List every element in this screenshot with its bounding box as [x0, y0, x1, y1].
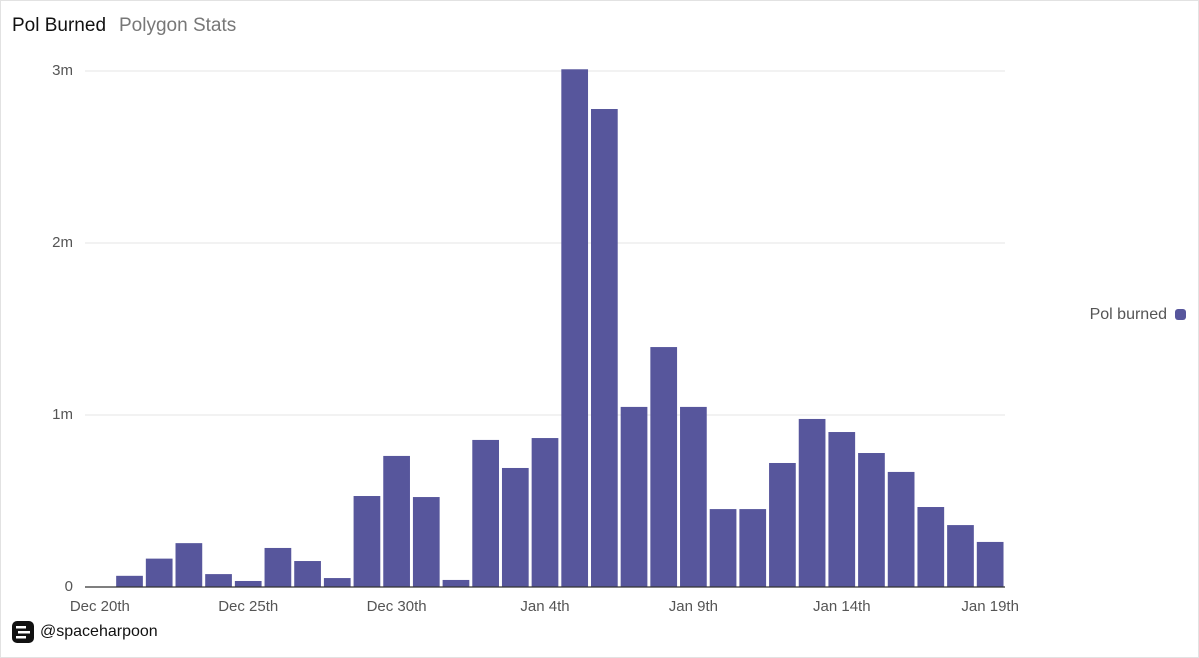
bar: [175, 543, 203, 587]
x-tick-label: Jan 9th: [669, 598, 718, 615]
bar: [828, 432, 856, 587]
y-tick-label: 2m: [52, 234, 73, 251]
bar: [145, 558, 173, 587]
y-tick-label: 3m: [52, 62, 73, 79]
bar: [798, 418, 826, 587]
bar: [412, 497, 440, 587]
bar: [531, 438, 559, 587]
legend-swatch: [1175, 309, 1186, 320]
bar: [739, 509, 767, 587]
bar: [709, 509, 737, 587]
bar: [116, 575, 143, 587]
x-tick-label: Dec 20th: [70, 598, 130, 615]
bar: [917, 507, 945, 587]
bar: [234, 580, 262, 587]
bar: [294, 561, 321, 587]
x-tick-label: Dec 30th: [367, 598, 427, 615]
x-tick-label: Dec 25th: [218, 598, 278, 615]
y-tick-label: 0: [65, 578, 73, 595]
footer: @spaceharpoon: [40, 623, 158, 640]
bar: [383, 455, 410, 587]
bar: [442, 579, 470, 587]
footer-icon: [12, 621, 34, 643]
bar: [887, 471, 915, 587]
bar: [591, 109, 618, 588]
bar: [323, 578, 351, 587]
bar: [858, 453, 885, 587]
bar: [472, 439, 499, 587]
bar: [501, 467, 529, 587]
bar: [947, 525, 974, 587]
y-tick-label: 1m: [52, 406, 73, 423]
x-tick-label: Jan 4th: [520, 598, 569, 615]
bar: [264, 547, 292, 587]
bar: [561, 69, 589, 587]
x-tick-label: Jan 14th: [813, 598, 871, 615]
chart-subtitle: Polygon Stats: [119, 15, 236, 36]
bar: [353, 496, 381, 587]
bar: [650, 347, 678, 587]
legend-label: Pol burned: [1090, 306, 1167, 323]
bar: [680, 406, 707, 587]
bar: [976, 541, 1004, 587]
bar: [205, 574, 232, 587]
bar: [769, 462, 796, 587]
chart-title: Pol Burned: [12, 15, 106, 36]
bar: [620, 406, 648, 587]
x-tick-label: Jan 19th: [961, 598, 1019, 615]
